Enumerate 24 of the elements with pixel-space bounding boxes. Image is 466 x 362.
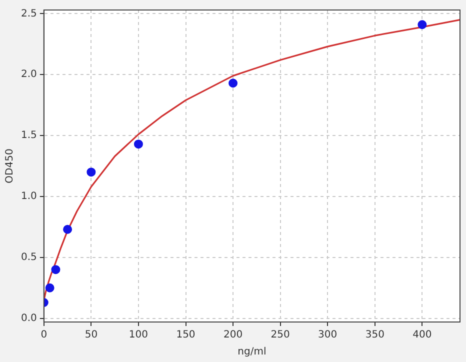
x-tick-label: 200 xyxy=(223,330,243,341)
x-tick-label: 400 xyxy=(412,330,432,341)
y-tick-label: 1.0 xyxy=(20,191,37,202)
x-tick-label: 100 xyxy=(128,330,148,341)
x-tick-label: 150 xyxy=(176,330,196,341)
point xyxy=(86,168,96,177)
point xyxy=(51,265,60,274)
y-tick-label: 2.0 xyxy=(20,69,37,80)
y-axis-title: OD450 xyxy=(4,148,16,184)
point xyxy=(63,224,72,234)
x-tick-label: 50 xyxy=(84,330,98,341)
point xyxy=(228,78,238,88)
point xyxy=(134,140,143,149)
x-tick-label: 300 xyxy=(318,330,338,341)
y-tick-label: 0.5 xyxy=(20,252,37,263)
x-tick-label: 250 xyxy=(270,330,290,341)
x-axis-title: ng/ml xyxy=(238,346,266,358)
y-tick-label: 0.0 xyxy=(20,312,37,324)
y-tick-label: 1.5 xyxy=(20,130,37,142)
x-tick-label: 350 xyxy=(365,330,384,341)
point xyxy=(418,20,427,30)
x-tick-label: 0 xyxy=(40,330,48,341)
point xyxy=(45,283,54,292)
y-tick-label: 2.5 xyxy=(20,8,37,20)
